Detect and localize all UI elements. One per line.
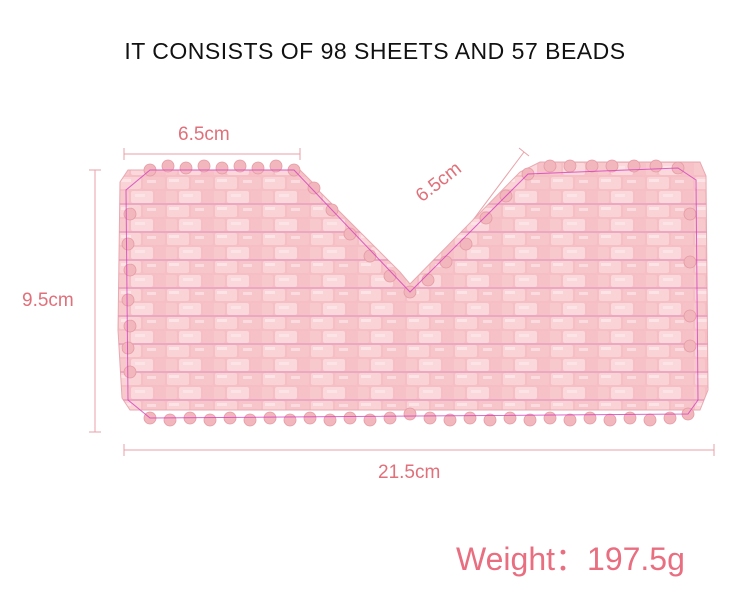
string-outline [125,167,699,419]
dimension-total-width: 21.5cm [378,462,441,483]
dimension-top-left-width: 6.5cm [178,124,230,145]
bead-border [121,159,697,427]
page-title: IT CONSISTS OF 98 SHEETS AND 57 BEADS [124,38,626,64]
weight-label: Weight：197.5g [456,541,685,577]
mask-body [117,161,709,411]
dimension-height: 9.5cm [22,290,74,311]
